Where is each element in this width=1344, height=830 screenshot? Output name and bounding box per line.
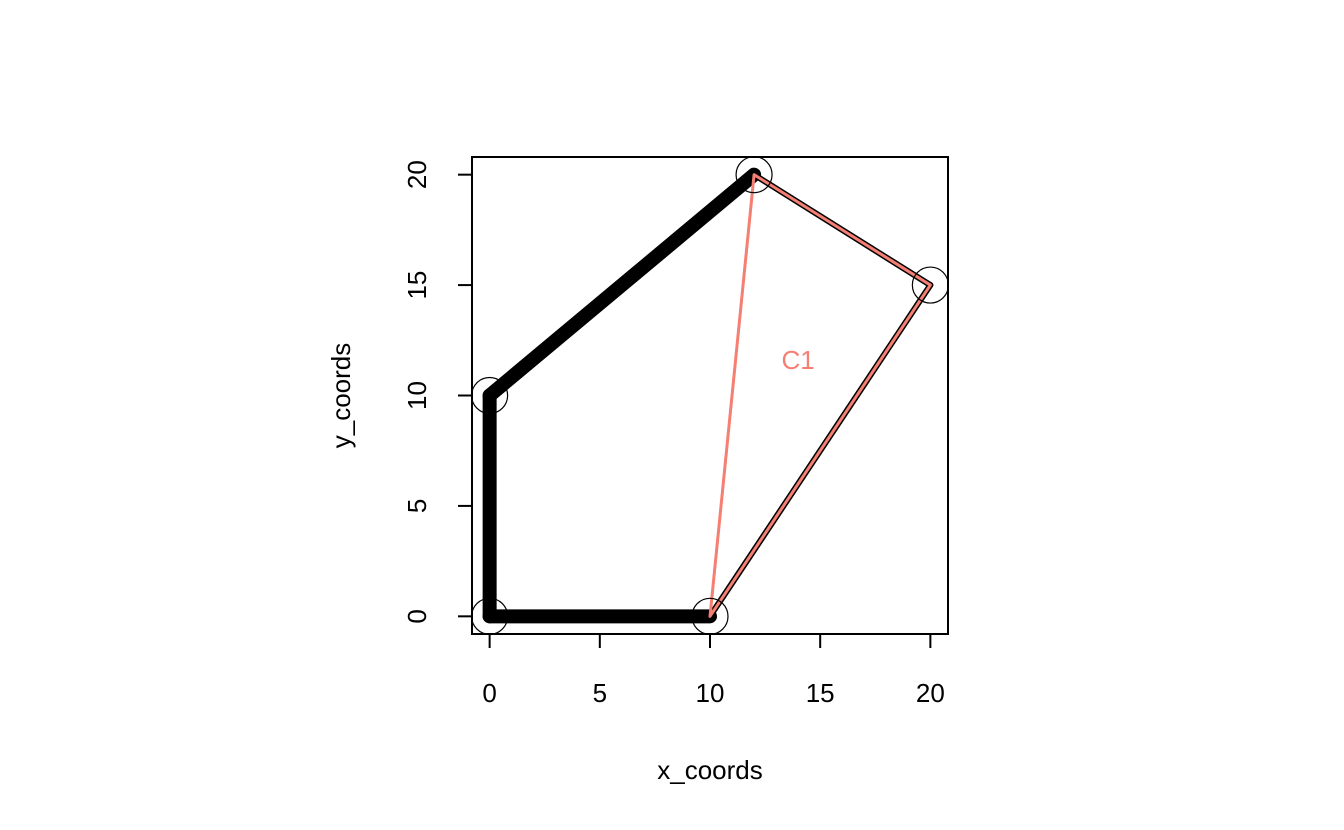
x-tick-label: 20 — [916, 678, 945, 708]
x-tick-label: 5 — [593, 678, 607, 708]
x-tick-label: 10 — [696, 678, 725, 708]
x-axis: 0 5 10 15 20 — [482, 633, 945, 708]
chart-marks: C1 — [471, 156, 949, 635]
cluster-polygon — [708, 173, 932, 618]
y-axis-title: y_coords — [326, 343, 356, 449]
y-tick-label: 20 — [402, 160, 432, 189]
hull-edge — [482, 167, 762, 403]
y-tick-label: 5 — [402, 499, 432, 513]
cluster-label: C1 — [782, 345, 815, 375]
x-tick-label: 15 — [806, 678, 835, 708]
y-axis: 0 5 10 15 20 — [402, 160, 473, 624]
x-axis-title: x_coords — [657, 755, 763, 785]
y-tick-label: 10 — [402, 381, 432, 410]
y-tick-label: 0 — [402, 609, 432, 623]
y-tick-label: 15 — [402, 271, 432, 300]
x-tick-label: 0 — [482, 678, 496, 708]
